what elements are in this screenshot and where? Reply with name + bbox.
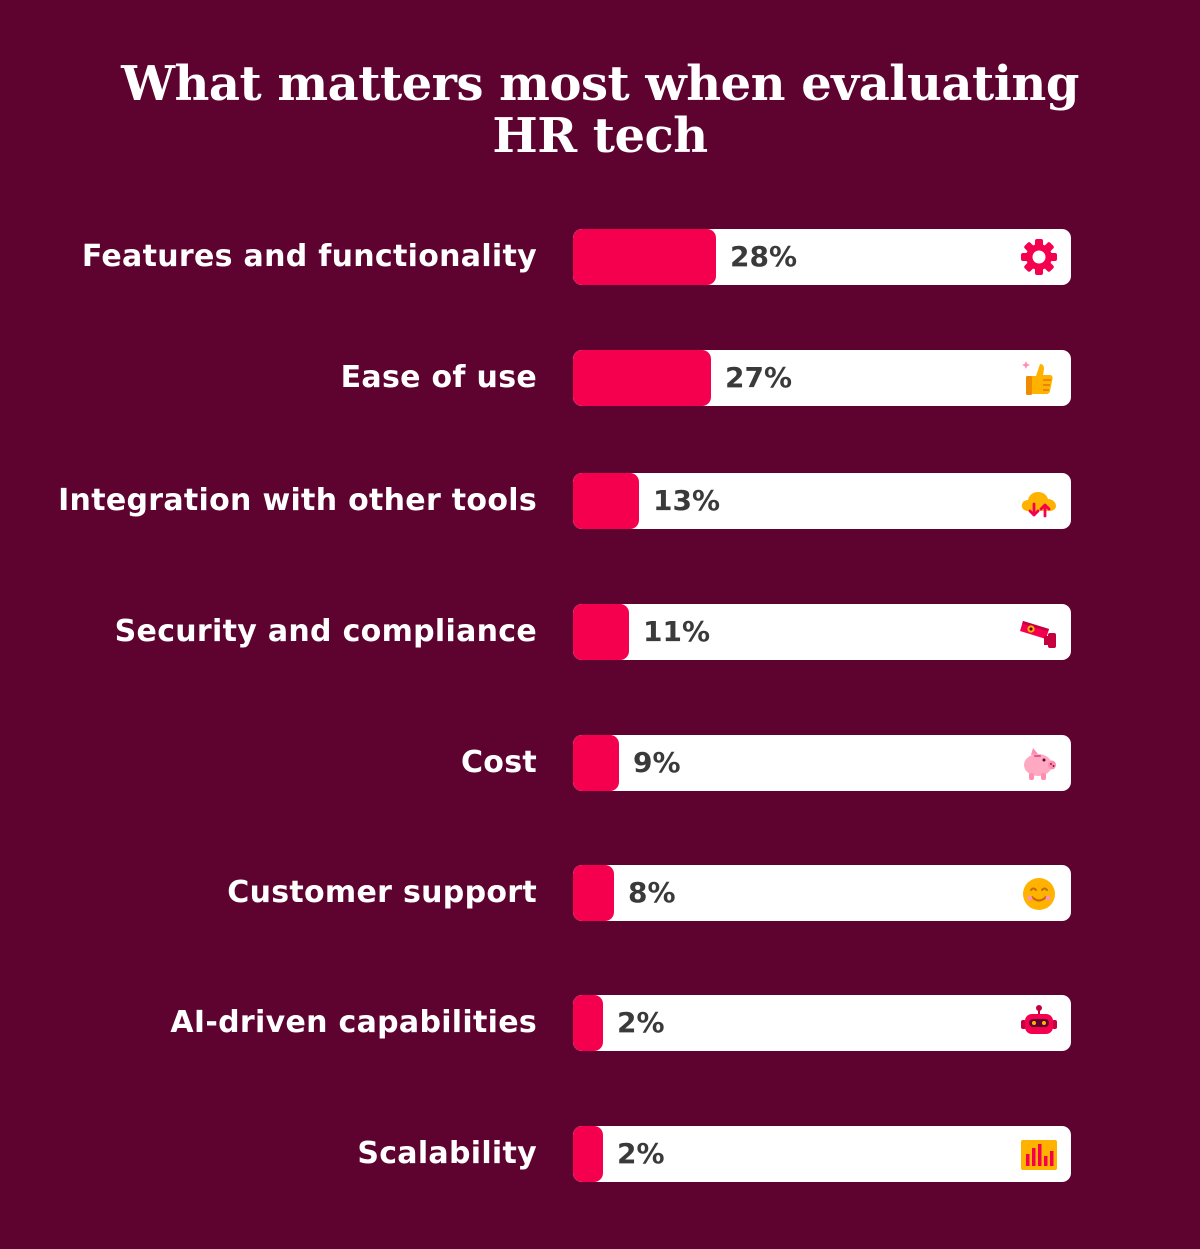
value-label: 27% <box>725 361 793 394</box>
bar-track: 13% <box>573 473 1071 529</box>
bar-track: 28% <box>573 229 1071 285</box>
bar <box>573 473 639 529</box>
bar <box>573 604 629 660</box>
category-label: Customer support <box>227 875 537 910</box>
cloud-sync-icon <box>1019 481 1059 521</box>
security-camera-icon <box>1019 612 1059 652</box>
category-label: Integration with other tools <box>58 483 537 518</box>
bar <box>573 350 711 406</box>
gear-icon <box>1019 237 1059 277</box>
value-label: 28% <box>730 240 798 273</box>
bar-row: Features and functionality 28% <box>0 228 1200 286</box>
bar-track: 2% <box>573 995 1071 1051</box>
robot-icon <box>1019 1003 1059 1043</box>
bar <box>573 995 603 1051</box>
value-label: 2% <box>617 1006 665 1039</box>
bar-track: 27% <box>573 350 1071 406</box>
bar-row: Scalability 2% <box>0 1125 1200 1183</box>
bar <box>573 229 716 285</box>
bar-track: 2% <box>573 1126 1071 1182</box>
bar-row: Ease of use 27% <box>0 349 1200 407</box>
value-label: 8% <box>628 876 676 909</box>
bar-row: Customer support 8% <box>0 864 1200 922</box>
bar-row: Integration with other tools 13% <box>0 472 1200 530</box>
value-label: 11% <box>643 615 711 648</box>
smiley-face-icon <box>1019 873 1059 913</box>
bar-chart-icon <box>1019 1134 1059 1174</box>
category-label: Ease of use <box>340 360 537 395</box>
bar-row: Security and compliance 11% <box>0 603 1200 661</box>
bar <box>573 865 614 921</box>
category-label: Scalability <box>357 1136 537 1171</box>
thumbs-up-icon <box>1019 358 1059 398</box>
chart-title-text: What matters most when evaluating HR tech <box>121 56 1079 164</box>
value-label: 2% <box>617 1137 665 1170</box>
bar <box>573 735 619 791</box>
bar-track: 9% <box>573 735 1071 791</box>
bar <box>573 1126 603 1182</box>
bar-row: AI-driven capabilities 2% <box>0 994 1200 1052</box>
bar-track: 11% <box>573 604 1071 660</box>
piggy-bank-icon <box>1019 743 1059 783</box>
bar-row: Cost 9% <box>0 734 1200 792</box>
value-label: 9% <box>633 746 681 779</box>
bar-track: 8% <box>573 865 1071 921</box>
category-label: Security and compliance <box>114 614 537 649</box>
chart-title: What matters most when evaluating HR tech <box>0 58 1200 162</box>
category-label: Features and functionality <box>81 239 537 274</box>
category-label: Cost <box>460 745 537 780</box>
category-label: AI-driven capabilities <box>170 1005 537 1040</box>
value-label: 13% <box>653 484 721 517</box>
